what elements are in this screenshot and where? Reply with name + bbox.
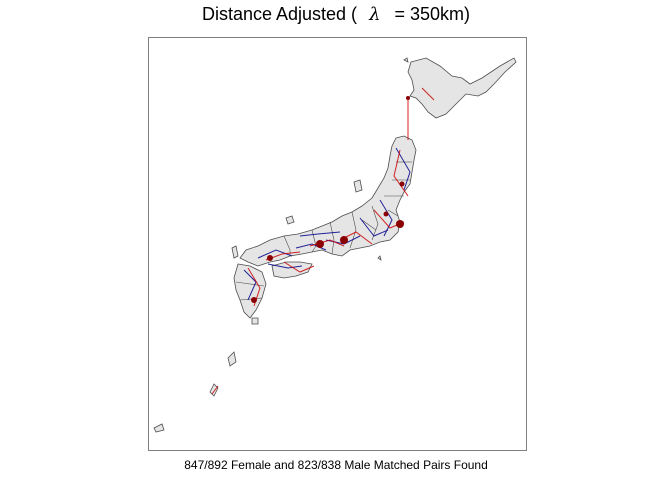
land-layer [153, 57, 517, 433]
hokkaido [407, 57, 517, 119]
rishiri-island [403, 57, 409, 63]
match-points [251, 96, 410, 303]
title-prefix: Distance Adjusted ( [201, 4, 358, 24]
izu-island [377, 255, 382, 261]
map-title: Distance Adjusted ( λ = 350km) [0, 4, 672, 25]
kyushu [233, 263, 267, 319]
okinawa-island [209, 383, 219, 397]
title-suffix: = 350km) [394, 4, 471, 24]
honshu [239, 135, 417, 267]
oki-island [285, 215, 295, 225]
ishigaki-island [153, 423, 165, 433]
shikoku [271, 261, 313, 279]
sado-island [353, 179, 363, 193]
yakushima-island [251, 317, 259, 325]
amami-island [227, 351, 237, 367]
map-caption: 847/892 Female and 823/838 Male Matched … [184, 458, 488, 472]
lambda-symbol: λ [369, 4, 381, 25]
tsushima-island [231, 245, 239, 259]
